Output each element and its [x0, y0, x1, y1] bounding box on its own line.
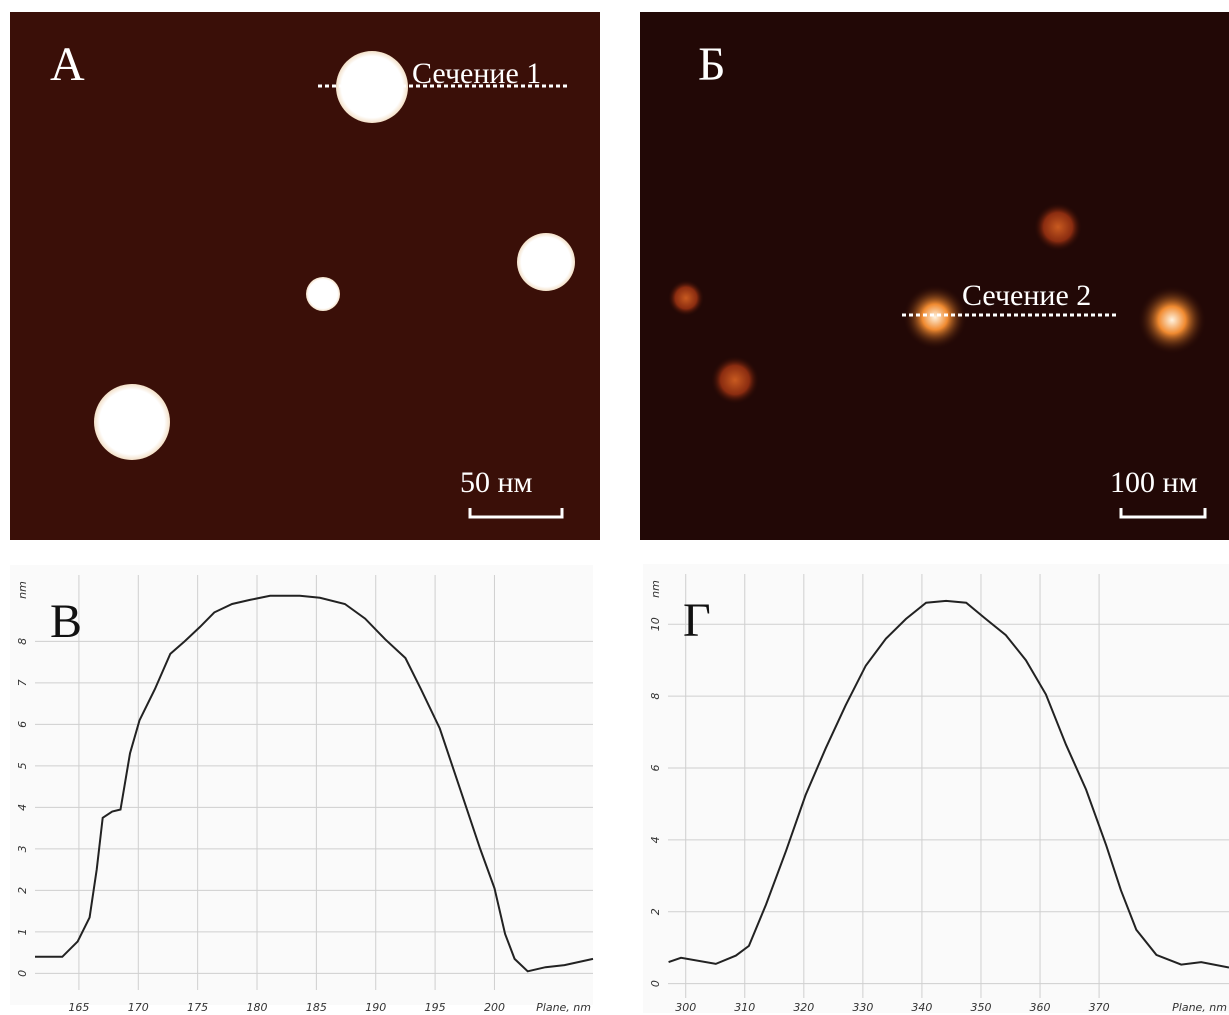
particle — [336, 51, 408, 123]
profile-chart: 0 2 4 6 8 10 300 310 320 330 340 350 360 370 nm Plane, … — [643, 564, 1229, 1014]
particle — [668, 280, 704, 316]
y-tick-label: 2 — [649, 908, 662, 915]
y-tick-label: 2 — [16, 887, 29, 894]
x-tick-label: 330 — [852, 1001, 873, 1014]
plot-background — [643, 564, 1229, 1013]
section-label: Сечение 2 — [962, 279, 1091, 312]
x-axis-label: Plane, nm — [536, 1001, 591, 1014]
x-tick-label: 310 — [734, 1001, 755, 1014]
x-tick-label: 300 — [675, 1001, 696, 1014]
x-tick-label: 360 — [1030, 1001, 1051, 1014]
x-tick-label: 350 — [970, 1001, 991, 1014]
y-tick-label: 0 — [649, 980, 662, 987]
y-tick-label: 5 — [16, 762, 29, 769]
y-tick-label: 1 — [16, 928, 29, 935]
profile-line — [668, 599, 1229, 969]
plot-background — [10, 565, 593, 1005]
panel-label: А — [50, 38, 85, 91]
scale-bar — [468, 508, 564, 519]
section-label: Сечение 1 — [412, 57, 541, 90]
y-tick-label: 4 — [649, 836, 662, 843]
scale-label: 100 нм — [1110, 466, 1198, 499]
x-tick-label: 320 — [793, 1001, 814, 1014]
x-tick-label: 165 — [68, 1001, 89, 1014]
panel-label: Г — [683, 594, 711, 647]
y-axis-label: nm — [16, 581, 29, 599]
y-tick-label: 6 — [16, 721, 29, 728]
profile-line — [35, 594, 594, 973]
x-tick-label: 200 — [484, 1001, 505, 1014]
x-tick-label: 180 — [247, 1001, 268, 1014]
y-tick-label: 7 — [16, 679, 29, 686]
y-tick-label: 10 — [649, 617, 662, 631]
image-background — [640, 12, 1229, 540]
afm-image-a: А Сечение 1 50 нм — [10, 12, 600, 540]
y-tick-label: 6 — [649, 765, 662, 772]
x-tick-label: 170 — [128, 1001, 149, 1014]
y-axis-label: nm — [649, 580, 662, 598]
particle — [711, 356, 759, 404]
particle — [517, 233, 575, 291]
particle — [306, 277, 340, 311]
y-tick-label: 4 — [16, 804, 29, 811]
y-tick-label: 0 — [16, 970, 29, 977]
particle — [903, 285, 967, 349]
scale-bar — [1119, 508, 1207, 519]
x-tick-label: 185 — [306, 1001, 327, 1014]
panel-label: В — [50, 595, 82, 648]
x-tick-label: 370 — [1089, 1001, 1110, 1014]
profile-chart: 0 1 2 3 4 5 6 7 8 165 170 175 180 185 190 195 200 nm Plane… — [10, 565, 594, 1014]
scale-label: 50 нм — [460, 466, 533, 499]
y-tick-label: 3 — [16, 845, 29, 852]
particle — [94, 384, 170, 460]
x-tick-label: 190 — [365, 1001, 386, 1014]
x-tick-label: 175 — [187, 1001, 208, 1014]
afm-image-b: Б Сечение 2 100 нм — [640, 12, 1229, 540]
x-tick-label: 340 — [911, 1001, 932, 1014]
y-tick-label: 8 — [16, 638, 29, 645]
image-background — [10, 12, 600, 540]
particle — [1138, 286, 1206, 354]
x-tick-label: 195 — [425, 1001, 446, 1014]
x-axis-label: Plane, nm — [1172, 1001, 1227, 1014]
particle — [1034, 203, 1082, 251]
y-tick-label: 8 — [649, 693, 662, 700]
panel-label: Б — [698, 38, 726, 91]
